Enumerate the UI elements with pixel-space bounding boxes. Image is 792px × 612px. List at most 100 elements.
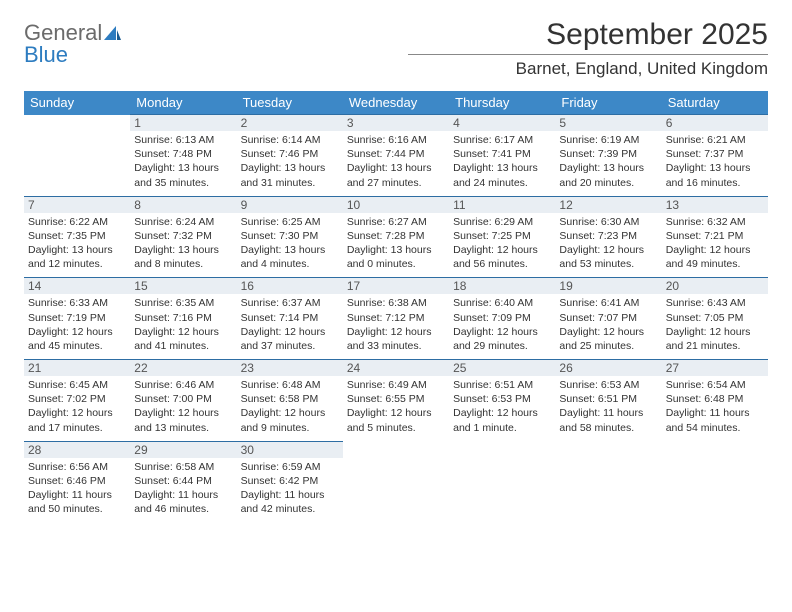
sunset-text: Sunset: 7:02 PM <box>28 392 126 406</box>
sunrise-text: Sunrise: 6:13 AM <box>134 133 232 147</box>
daylight-text: Daylight: 12 hours and 17 minutes. <box>28 406 126 434</box>
sunrise-text: Sunrise: 6:16 AM <box>347 133 445 147</box>
day-number: 14 <box>24 278 130 294</box>
sunrise-text: Sunrise: 6:54 AM <box>666 378 764 392</box>
day-number: 13 <box>662 197 768 213</box>
sunset-text: Sunset: 6:42 PM <box>241 474 339 488</box>
sunrise-text: Sunrise: 6:56 AM <box>28 460 126 474</box>
weekday-header: Sunday <box>24 91 130 115</box>
day-info: Sunrise: 6:19 AMSunset: 7:39 PMDaylight:… <box>559 133 657 190</box>
daylight-text: Daylight: 11 hours and 46 minutes. <box>134 488 232 516</box>
sunset-text: Sunset: 7:41 PM <box>453 147 551 161</box>
calendar-day-cell: 20 Sunrise: 6:43 AMSunset: 7:05 PMDayligh… <box>662 278 768 360</box>
day-info: Sunrise: 6:40 AMSunset: 7:09 PMDaylight:… <box>453 296 551 353</box>
sunrise-text: Sunrise: 6:59 AM <box>241 460 339 474</box>
calendar-table: Sunday Monday Tuesday Wednesday Thursday… <box>24 91 768 522</box>
calendar-day-cell: 14 Sunrise: 6:33 AMSunset: 7:19 PMDayligh… <box>24 278 130 360</box>
day-info: Sunrise: 6:33 AMSunset: 7:19 PMDaylight:… <box>28 296 126 353</box>
calendar-day-cell: 9 Sunrise: 6:25 AMSunset: 7:30 PMDaylight… <box>237 196 343 278</box>
calendar-day-cell: 7Sunrise: 6:22 AMSunset: 7:35 PMDaylight… <box>24 196 130 278</box>
day-info: Sunrise: 6:25 AMSunset: 7:30 PMDaylight:… <box>241 215 339 272</box>
logo-sail-icon <box>103 25 121 41</box>
day-info: Sunrise: 6:30 AMSunset: 7:23 PMDaylight:… <box>559 215 657 272</box>
day-info: Sunrise: 6:32 AMSunset: 7:21 PMDaylight:… <box>666 215 764 272</box>
day-number: 8 <box>130 197 236 213</box>
day-number: 3 <box>343 115 449 131</box>
calendar-day-cell: 17Sunrise: 6:38 AMSunset: 7:12 PMDayligh… <box>343 278 449 360</box>
sunrise-text: Sunrise: 6:32 AM <box>666 215 764 229</box>
calendar-day-cell: 24 Sunrise: 6:49 AMSunset: 6:55 PMDayligh… <box>343 360 449 442</box>
day-info: Sunrise: 6:35 AMSunset: 7:16 PMDaylight:… <box>134 296 232 353</box>
calendar-day-cell <box>24 115 130 197</box>
daylight-text: Daylight: 12 hours and 25 minutes. <box>559 325 657 353</box>
location-text: Barnet, England, United Kingdom <box>408 59 768 79</box>
calendar-day-cell: 11Sunrise: 6:29 AMSunset: 7:25 PMDayligh… <box>449 196 555 278</box>
sunrise-text: Sunrise: 6:14 AM <box>241 133 339 147</box>
sunrise-text: Sunrise: 6:53 AM <box>559 378 657 392</box>
calendar-day-cell: 21Sunrise: 6:45 AMSunset: 7:02 PMDayligh… <box>24 360 130 442</box>
day-number: 20 <box>662 278 768 294</box>
sunrise-text: Sunrise: 6:21 AM <box>666 133 764 147</box>
day-number: 6 <box>662 115 768 131</box>
sunrise-text: Sunrise: 6:30 AM <box>559 215 657 229</box>
day-number: 5 <box>555 115 661 131</box>
logo-text-2: Blue <box>24 42 68 67</box>
daylight-text: Daylight: 13 hours and 4 minutes. <box>241 243 339 271</box>
day-info: Sunrise: 6:17 AMSunset: 7:41 PMDaylight:… <box>453 133 551 190</box>
sunrise-text: Sunrise: 6:58 AM <box>134 460 232 474</box>
daylight-text: Daylight: 11 hours and 42 minutes. <box>241 488 339 516</box>
day-number: 23 <box>237 360 343 376</box>
day-info: Sunrise: 6:29 AMSunset: 7:25 PMDaylight:… <box>453 215 551 272</box>
sunset-text: Sunset: 6:51 PM <box>559 392 657 406</box>
sunrise-text: Sunrise: 6:25 AM <box>241 215 339 229</box>
calendar-week-row: 1Sunrise: 6:13 AMSunset: 7:48 PMDaylight… <box>24 115 768 197</box>
weekday-header: Saturday <box>662 91 768 115</box>
daylight-text: Daylight: 13 hours and 20 minutes. <box>559 161 657 189</box>
day-number: 24 <box>343 360 449 376</box>
daylight-text: Daylight: 12 hours and 29 minutes. <box>453 325 551 353</box>
daylight-text: Daylight: 13 hours and 24 minutes. <box>453 161 551 189</box>
day-number: 27 <box>662 360 768 376</box>
sunset-text: Sunset: 7:19 PM <box>28 311 126 325</box>
calendar-day-cell: 5 Sunrise: 6:19 AMSunset: 7:39 PMDaylight… <box>555 115 661 197</box>
daylight-text: Daylight: 11 hours and 54 minutes. <box>666 406 764 434</box>
calendar-day-cell: 30 Sunrise: 6:59 AMSunset: 6:42 PMDayligh… <box>237 441 343 522</box>
sunrise-text: Sunrise: 6:51 AM <box>453 378 551 392</box>
sunrise-text: Sunrise: 6:24 AM <box>134 215 232 229</box>
day-info: Sunrise: 6:16 AMSunset: 7:44 PMDaylight:… <box>347 133 445 190</box>
daylight-text: Daylight: 13 hours and 16 minutes. <box>666 161 764 189</box>
day-number: 9 <box>237 197 343 213</box>
day-number: 16 <box>237 278 343 294</box>
sunset-text: Sunset: 7:32 PM <box>134 229 232 243</box>
sunset-text: Sunset: 7:21 PM <box>666 229 764 243</box>
sunset-text: Sunset: 7:48 PM <box>134 147 232 161</box>
sunset-text: Sunset: 7:35 PM <box>28 229 126 243</box>
day-number: 30 <box>237 442 343 458</box>
logo: General Blue <box>24 22 121 66</box>
day-number: 12 <box>555 197 661 213</box>
sunset-text: Sunset: 6:58 PM <box>241 392 339 406</box>
sunrise-text: Sunrise: 6:45 AM <box>28 378 126 392</box>
day-info: Sunrise: 6:21 AMSunset: 7:37 PMDaylight:… <box>666 133 764 190</box>
sunset-text: Sunset: 7:46 PM <box>241 147 339 161</box>
daylight-text: Daylight: 12 hours and 13 minutes. <box>134 406 232 434</box>
calendar-week-row: 21Sunrise: 6:45 AMSunset: 7:02 PMDayligh… <box>24 360 768 442</box>
daylight-text: Daylight: 13 hours and 0 minutes. <box>347 243 445 271</box>
sunset-text: Sunset: 6:53 PM <box>453 392 551 406</box>
day-info: Sunrise: 6:49 AMSunset: 6:55 PMDaylight:… <box>347 378 445 435</box>
calendar-day-cell: 23Sunrise: 6:48 AMSunset: 6:58 PMDayligh… <box>237 360 343 442</box>
calendar-day-cell: 16Sunrise: 6:37 AMSunset: 7:14 PMDayligh… <box>237 278 343 360</box>
calendar-day-cell: 12 Sunrise: 6:30 AMSunset: 7:23 PMDayligh… <box>555 196 661 278</box>
day-info: Sunrise: 6:43 AMSunset: 7:05 PMDaylight:… <box>666 296 764 353</box>
calendar-week-row: 28Sunrise: 6:56 AMSunset: 6:46 PMDayligh… <box>24 441 768 522</box>
sunset-text: Sunset: 6:48 PM <box>666 392 764 406</box>
sunrise-text: Sunrise: 6:22 AM <box>28 215 126 229</box>
daylight-text: Daylight: 12 hours and 1 minute. <box>453 406 551 434</box>
daylight-text: Daylight: 12 hours and 56 minutes. <box>453 243 551 271</box>
sunrise-text: Sunrise: 6:33 AM <box>28 296 126 310</box>
calendar-day-cell <box>662 441 768 522</box>
day-number: 2 <box>237 115 343 131</box>
day-info: Sunrise: 6:56 AMSunset: 6:46 PMDaylight:… <box>28 460 126 517</box>
sunset-text: Sunset: 7:09 PM <box>453 311 551 325</box>
sunset-text: Sunset: 6:44 PM <box>134 474 232 488</box>
